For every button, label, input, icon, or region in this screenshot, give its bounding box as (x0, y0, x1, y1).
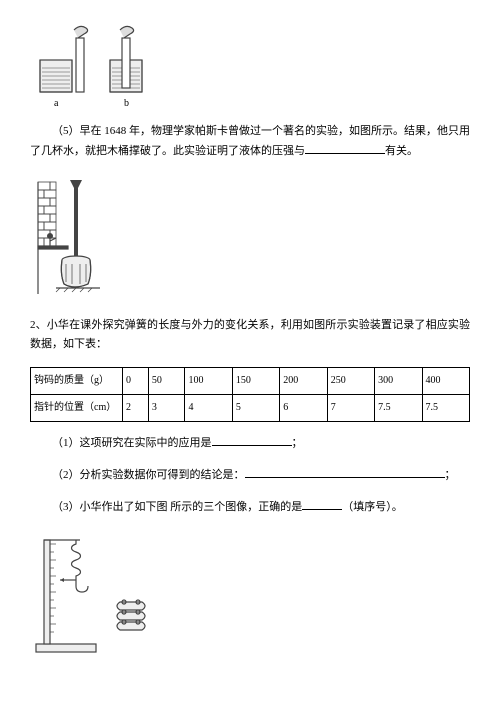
sub3-b: （填序号）。 (342, 501, 403, 513)
cell: 2 (123, 395, 149, 422)
q5-blank (305, 143, 385, 154)
sub1-a: （1）这项研究在实际中的应用是 (52, 437, 212, 449)
cell: 5 (232, 395, 279, 422)
cell: 250 (327, 368, 374, 395)
label-b: b (124, 98, 129, 109)
data-table: 钩码的质量（g） 0 50 100 150 200 250 300 400 指针… (30, 367, 470, 422)
row2-label: 指针的位置（cm） (31, 395, 123, 422)
spring-svg (30, 530, 190, 660)
q5-text: （5）早在 1648 年，物理学家帕斯卡曾做过一个著名的实验，如图所示。结果，他… (30, 122, 470, 162)
cell: 150 (232, 368, 279, 395)
label-a: a (54, 98, 59, 109)
table-row: 钩码的质量（g） 0 50 100 150 200 250 300 400 (31, 368, 470, 395)
sub2-b: ； (445, 469, 456, 481)
cell: 6 (280, 395, 327, 422)
q2-sub1: （1）这项研究在实际中的应用是 ； (30, 434, 470, 454)
cell: 3 (148, 395, 185, 422)
q5-b: 有关。 (385, 145, 418, 157)
cell: 0 (123, 368, 149, 395)
cell: 100 (185, 368, 232, 395)
sub3-blank (302, 499, 342, 510)
sub2-blank (245, 467, 445, 478)
row1-label: 钩码的质量（g） (31, 368, 123, 395)
sub1-b: ； (292, 437, 303, 449)
sub3-a: （3）小华作出了如下图 所示的三个图像，正确的是 (52, 501, 302, 513)
cell: 300 (375, 368, 422, 395)
cell: 7.5 (375, 395, 422, 422)
table-row: 指针的位置（cm） 2 3 4 5 6 7 7.5 7.5 (31, 395, 470, 422)
beaker-pair-svg: a b (30, 20, 180, 110)
cell: 200 (280, 368, 327, 395)
cell: 4 (185, 395, 232, 422)
pascal-svg (30, 174, 140, 304)
diagram-pascal (30, 174, 470, 304)
q2-sub3: （3）小华作出了如下图 所示的三个图像，正确的是 （填序号）。 (30, 498, 470, 518)
cell: 7.5 (422, 395, 469, 422)
cell: 7 (327, 395, 374, 422)
sub1-blank (212, 435, 292, 446)
q2-intro: 2、小华在课外探究弹簧的长度与外力的变化关系，利用如图所示实验装置记录了相应实验… (30, 316, 470, 356)
cell: 50 (148, 368, 185, 395)
diagram-ab: a b (30, 20, 470, 110)
sub2-a: （2）分析实验数据你可得到的结论是： (52, 469, 245, 481)
q2-sub2: （2）分析实验数据你可得到的结论是： ； (30, 466, 470, 486)
diagram-spring (30, 530, 470, 660)
cell: 400 (422, 368, 469, 395)
